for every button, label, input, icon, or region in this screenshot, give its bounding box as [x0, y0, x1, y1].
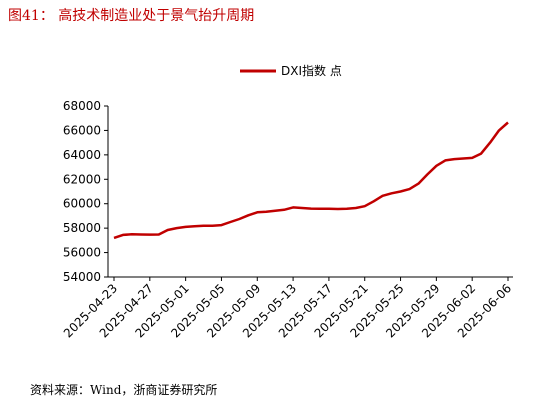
- source-note: 资料来源：Wind，浙商证券研究所: [30, 382, 217, 397]
- y-tick-label: 60000: [63, 197, 101, 211]
- data-line: [113, 121, 509, 240]
- y-tick-label: 62000: [63, 172, 101, 186]
- y-tick-label: 64000: [63, 148, 101, 162]
- y-tick-label: 66000: [63, 123, 101, 137]
- y-tick-label: 56000: [63, 246, 101, 260]
- y-tick-label: 68000: [63, 99, 101, 113]
- legend-label: DXI指数 点: [281, 63, 342, 78]
- y-tick-label: 58000: [63, 221, 101, 235]
- y-tick-label: 54000: [63, 270, 101, 284]
- chart-title: 图41： 高技术制造业处于景气抬升周期: [8, 7, 254, 24]
